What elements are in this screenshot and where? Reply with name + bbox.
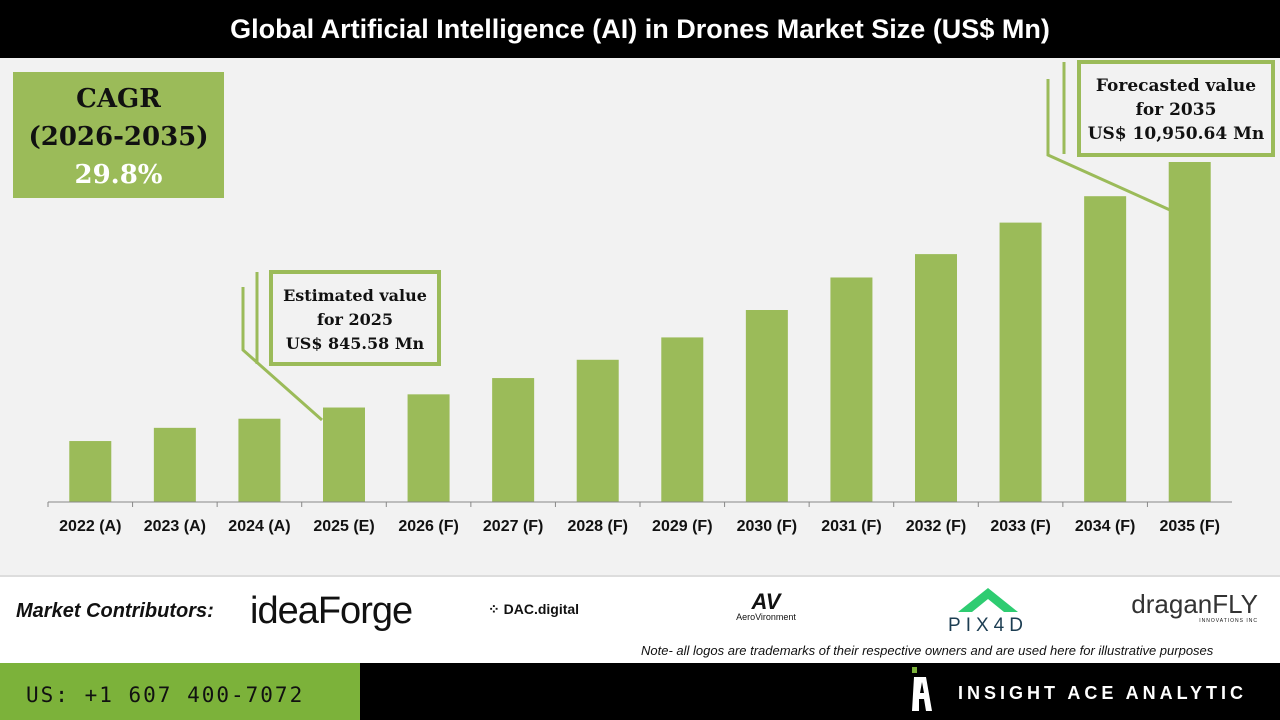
cagr-period: (2026-2035) bbox=[28, 122, 209, 152]
x-tick-label: 2035 (F) bbox=[1159, 518, 1219, 535]
estimate-value: US$ 845.58 Mn bbox=[285, 334, 425, 353]
x-tick-label: 2026 (F) bbox=[398, 518, 458, 535]
x-tick-label: 2030 (F) bbox=[737, 518, 797, 535]
bar-2031 bbox=[830, 277, 873, 502]
x-tick-label: 2023 (A) bbox=[144, 518, 206, 535]
bar-2026 bbox=[407, 394, 450, 502]
x-tick-label: 2028 (F) bbox=[567, 518, 627, 535]
bar-2035 bbox=[1168, 162, 1211, 502]
contributors-label: Market Contributors: bbox=[16, 600, 214, 622]
logo-draganfly: draganFLY INNOVATIONS INC bbox=[1131, 589, 1258, 624]
x-tick-label: 2031 (F) bbox=[821, 518, 881, 535]
x-tick-label: 2022 (A) bbox=[59, 518, 121, 535]
estimate-line2: for 2025 bbox=[316, 310, 394, 329]
bar-2023 bbox=[153, 427, 196, 502]
x-tick-label: 2024 (A) bbox=[228, 518, 290, 535]
logo-ideaforge: ideaForge bbox=[250, 590, 413, 632]
bar-2029 bbox=[661, 337, 704, 502]
trademark-note: Note- all logos are trademarks of their … bbox=[641, 643, 1214, 658]
bar-2022 bbox=[69, 441, 112, 502]
pix4d-icon bbox=[958, 588, 1018, 612]
cagr-value: 29.8% bbox=[74, 160, 163, 190]
x-tick-label: 2033 (F) bbox=[990, 518, 1050, 535]
forecast-value: US$ 10,950.64 Mn bbox=[1087, 124, 1265, 144]
chart-title: Global Artificial Intelligence (AI) in D… bbox=[0, 0, 1280, 58]
cagr-label: CAGR bbox=[76, 84, 161, 114]
forecast-line2: for 2035 bbox=[1135, 100, 1217, 120]
phone-number[interactable]: US: +1 607 400-7072 bbox=[0, 663, 360, 720]
estimate-line1: Estimated value bbox=[283, 286, 427, 305]
x-tick-label: 2027 (F) bbox=[483, 518, 543, 535]
logo-aerovironment: AV AeroVironment bbox=[706, 589, 826, 623]
x-tick-label: 2025 (E) bbox=[313, 518, 374, 535]
bar-2034 bbox=[1084, 196, 1127, 502]
av-mark: AV bbox=[751, 589, 781, 614]
bar-2032 bbox=[915, 254, 957, 502]
insightace-logo-icon bbox=[912, 667, 932, 711]
forecast-leader-line bbox=[1046, 79, 1171, 212]
footer-bar bbox=[360, 663, 1280, 720]
bar-2025 bbox=[323, 407, 365, 502]
x-tick-label: 2034 (F) bbox=[1075, 518, 1135, 535]
cagr-box: CAGR (2026-2035) 29.8% bbox=[13, 72, 224, 198]
x-tick-label: 2032 (F) bbox=[906, 518, 966, 535]
forecast-line1: Forecasted value bbox=[1095, 76, 1257, 96]
logo-dac-digital: ⁘ DAC.digital bbox=[488, 601, 580, 617]
dac-icon: ⁘ bbox=[488, 601, 504, 617]
bar-2027 bbox=[492, 378, 535, 502]
bar-chart: 2022 (A) 2023 (A) 2024 (A) 2025 (E) 2026 (F)… bbox=[47, 62, 1232, 535]
estimate-leader-line bbox=[241, 287, 323, 422]
bar-2030 bbox=[745, 310, 788, 502]
forecast-callout: Forecasted value for 2035 US$ 10,950.64 … bbox=[1077, 60, 1275, 157]
estimate-callout: Estimated value for 2025 US$ 845.58 Mn bbox=[269, 270, 441, 366]
brand-name: INSIGHT ACE ANALYTIC bbox=[958, 683, 1248, 703]
x-tick-label: 2029 (F) bbox=[652, 518, 712, 535]
bar-2028 bbox=[576, 359, 619, 502]
bar-2024 bbox=[238, 418, 281, 502]
logo-pix4d: PIX4D bbox=[924, 588, 1052, 635]
bar-2033 bbox=[999, 222, 1042, 502]
